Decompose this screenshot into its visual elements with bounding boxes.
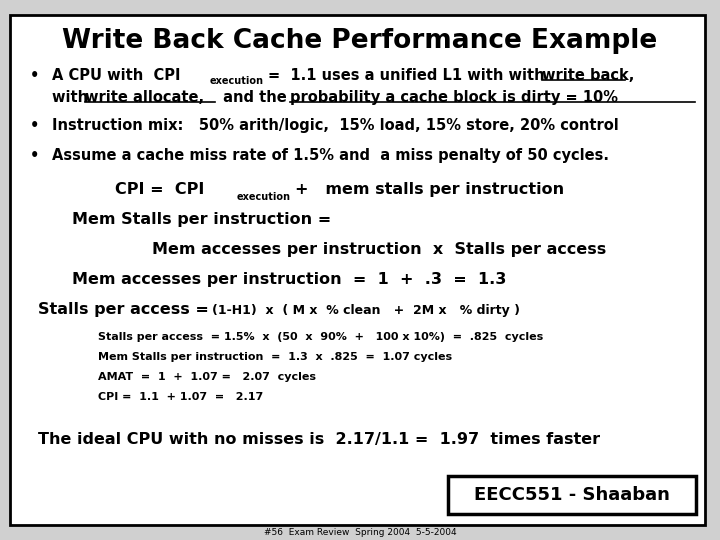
Text: Mem accesses per instruction  x  Stalls per access: Mem accesses per instruction x Stalls pe…	[152, 242, 606, 257]
Text: =  1.1 uses a unified L1 with with: = 1.1 uses a unified L1 with with	[268, 68, 550, 83]
FancyBboxPatch shape	[448, 476, 696, 514]
Text: CPI =  CPI: CPI = CPI	[115, 182, 204, 197]
Text: A CPU with  CPI: A CPU with CPI	[52, 68, 181, 83]
Text: Assume a cache miss rate of 1.5% and  a miss penalty of 50 cycles.: Assume a cache miss rate of 1.5% and a m…	[52, 148, 609, 163]
Text: write allocate,: write allocate,	[85, 90, 204, 105]
Text: (1-H1)  x  ( M x  % clean   +  2M x   % dirty ): (1-H1) x ( M x % clean + 2M x % dirty )	[212, 304, 520, 317]
Text: EECC551 - Shaaban: EECC551 - Shaaban	[474, 486, 670, 504]
Text: #56  Exam Review  Spring 2004  5-5-2004: #56 Exam Review Spring 2004 5-5-2004	[264, 528, 456, 537]
Text: Mem accesses per instruction  =  1  +  .3  =  1.3: Mem accesses per instruction = 1 + .3 = …	[72, 272, 506, 287]
Text: execution: execution	[237, 192, 291, 202]
Text: •: •	[30, 68, 40, 83]
Text: •: •	[30, 148, 40, 163]
Text: and the: and the	[218, 90, 292, 105]
Text: Write Back Cache Performance Example: Write Back Cache Performance Example	[63, 28, 657, 54]
Text: Mem Stalls per instruction  =  1.3  x  .825  =  1.07 cycles: Mem Stalls per instruction = 1.3 x .825 …	[98, 352, 452, 362]
Text: with: with	[52, 90, 94, 105]
Text: AMAT  =  1  +  1.07 =   2.07  cycles: AMAT = 1 + 1.07 = 2.07 cycles	[98, 372, 316, 382]
Text: Stalls per access  = 1.5%  x  (50  x  90%  +   100 x 10%)  =  .825  cycles: Stalls per access = 1.5% x (50 x 90% + 1…	[98, 332, 544, 342]
Text: •: •	[30, 118, 40, 133]
Text: probability a cache block is dirty = 10%: probability a cache block is dirty = 10%	[290, 90, 618, 105]
Text: CPI =  1.1  + 1.07  =   2.17: CPI = 1.1 + 1.07 = 2.17	[98, 392, 264, 402]
Text: write back,: write back,	[542, 68, 634, 83]
Text: Mem Stalls per instruction =: Mem Stalls per instruction =	[72, 212, 331, 227]
Text: Instruction mix:   50% arith/logic,  15% load, 15% store, 20% control: Instruction mix: 50% arith/logic, 15% lo…	[52, 118, 618, 133]
FancyBboxPatch shape	[10, 15, 705, 525]
Text: execution: execution	[210, 76, 264, 86]
Text: +   mem stalls per instruction: + mem stalls per instruction	[295, 182, 564, 197]
Text: The ideal CPU with no misses is  2.17/1.1 =  1.97  times faster: The ideal CPU with no misses is 2.17/1.1…	[38, 432, 600, 447]
Text: Stalls per access =: Stalls per access =	[38, 302, 209, 317]
